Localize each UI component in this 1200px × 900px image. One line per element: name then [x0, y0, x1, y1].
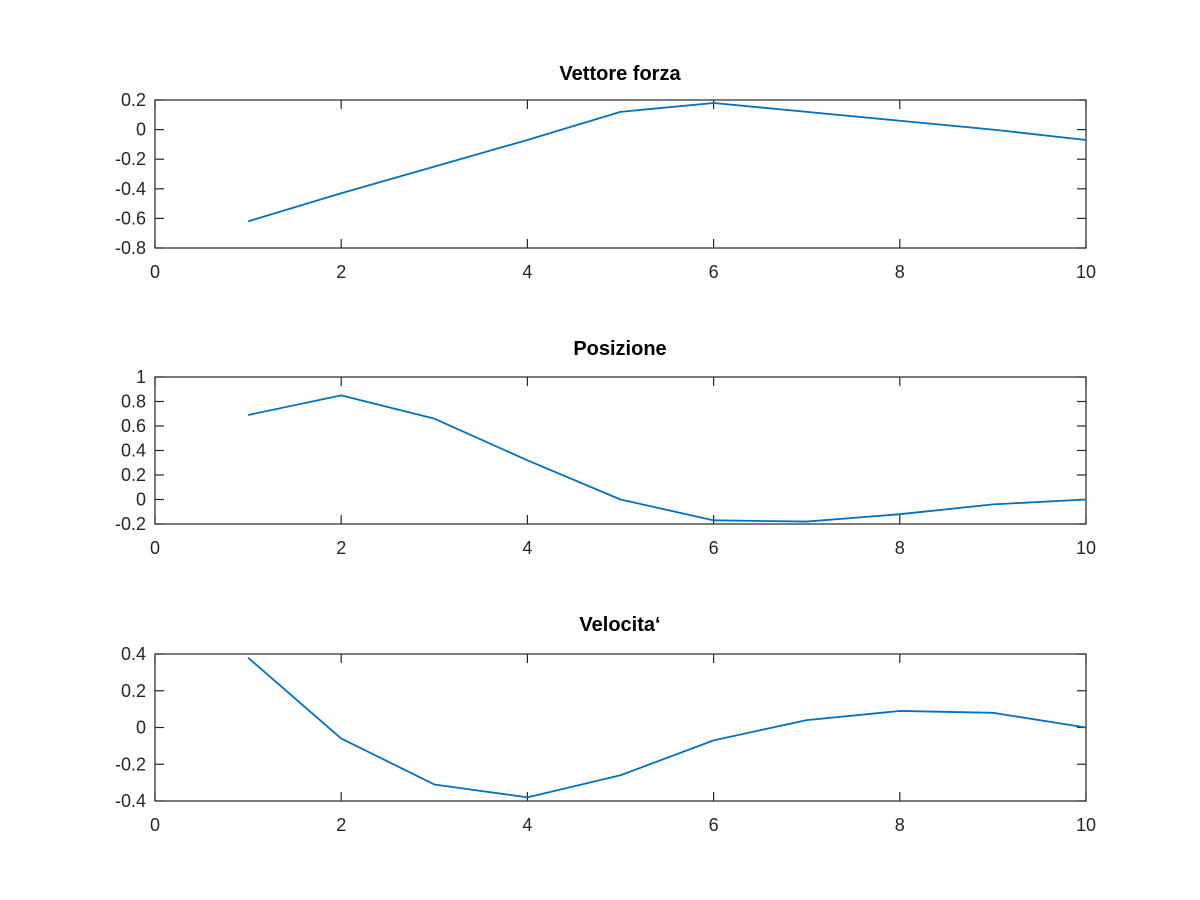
y-tick-label: 0.2 [121, 681, 146, 701]
y-tick-label: 0.4 [121, 441, 146, 461]
x-tick-label: 0 [150, 262, 160, 282]
x-tick-label: 0 [150, 538, 160, 558]
axes-box [154, 376, 1087, 525]
x-tick-label: 10 [1076, 538, 1096, 558]
y-tick-label: 0.4 [121, 644, 146, 664]
y-tick-label: 0.2 [121, 90, 146, 110]
y-tick-label: 0 [136, 490, 146, 510]
series-line [247, 102, 1087, 223]
y-tick-label: -0.6 [115, 208, 146, 228]
y-tick-label: -0.2 [115, 514, 146, 534]
series-line [247, 394, 1087, 523]
x-tick-label: 8 [895, 815, 905, 835]
axes-box [154, 99, 1087, 249]
y-tick-label: 0 [136, 718, 146, 738]
x-tick-label: 8 [895, 262, 905, 282]
axes-box [154, 653, 1087, 802]
subplot-title: Posizione [573, 338, 666, 360]
subplot-vettore-forza: Vettore forza 0 2 4 6 8 10 -0.8 -0.6 -0.4 -0.2 0 0.… [115, 63, 1096, 282]
subplot-velocita: Velocita‘ 0 2 4 6 8 10 -0.4 -0.2 0 0.2 0.4 [115, 614, 1096, 835]
y-tick-label: 0 [136, 120, 146, 140]
x-tick-label: 4 [522, 538, 532, 558]
series-line [247, 656, 1087, 799]
x-tick-label: 2 [336, 815, 346, 835]
subplot-title: Velocita‘ [579, 614, 660, 636]
x-tick-label: 6 [709, 815, 719, 835]
y-tick-label: 0.8 [121, 392, 146, 412]
x-tick-label: 4 [522, 262, 532, 282]
y-tick-label: -0.2 [115, 754, 146, 774]
subplot-posizione: Posizione 0 2 4 6 8 10-0.200.20.40.60.81 [115, 338, 1096, 558]
subplot-title: Vettore forza [559, 63, 681, 85]
x-tick-label: 6 [709, 538, 719, 558]
x-tick-label: 10 [1076, 262, 1096, 282]
y-tick-label: -0.4 [115, 791, 146, 811]
x-tick-label: 6 [709, 262, 719, 282]
y-tick-label: -0.4 [115, 179, 146, 199]
x-tick-label: 2 [336, 262, 346, 282]
x-tick-label: 0 [150, 815, 160, 835]
x-tick-label: 8 [895, 538, 905, 558]
y-tick-label: 0.2 [121, 465, 146, 485]
y-tick-label: -0.8 [115, 238, 146, 258]
y-tick-label: 0.6 [121, 416, 146, 436]
x-tick-label: 2 [336, 538, 346, 558]
x-tick-label: 10 [1076, 815, 1096, 835]
y-tick-label: -0.2 [115, 149, 146, 169]
y-tick-label: 1 [136, 367, 146, 387]
x-tick-label: 4 [522, 815, 532, 835]
